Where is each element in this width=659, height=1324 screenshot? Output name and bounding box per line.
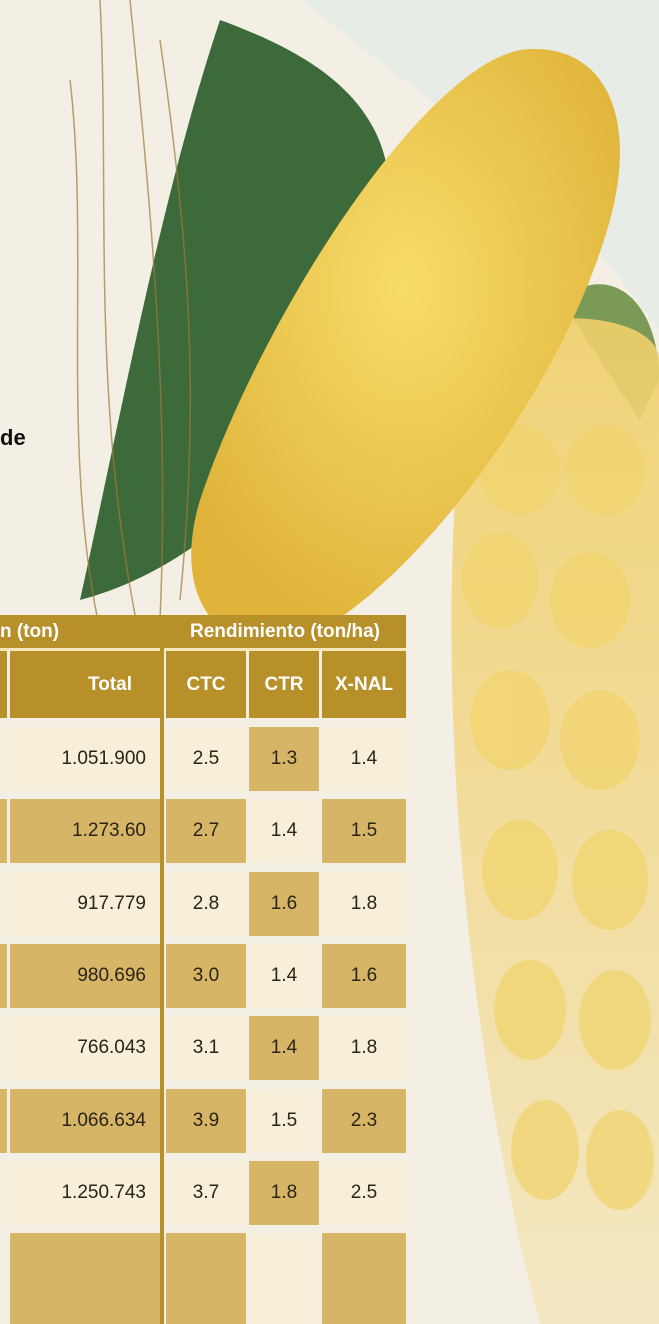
group-header: n (ton)	[0, 615, 160, 651]
table-cell: 1.6	[249, 872, 319, 936]
table-cell: 1.6	[322, 944, 406, 1008]
table-cell: 1.8	[322, 872, 406, 936]
empty-cell	[249, 1233, 319, 1324]
table-cell: 1.8	[249, 1161, 319, 1225]
text-fragment: de	[0, 425, 26, 451]
table-cell: 1.273.60	[10, 799, 160, 863]
table-cell: 1.4	[322, 727, 406, 791]
empty-cell	[10, 1233, 160, 1324]
table-cell: 1.8	[322, 1016, 406, 1080]
empty-cell	[0, 799, 7, 863]
table-cell: 1.051.900	[10, 727, 160, 791]
table-cell: 2.7	[166, 799, 246, 863]
empty-cell	[322, 1233, 406, 1324]
table-cell: 1.5	[249, 1089, 319, 1153]
table-cell: 3.1	[166, 1016, 246, 1080]
column-header: CTR	[249, 651, 319, 718]
table-cell: 2.5	[166, 727, 246, 791]
table-cell: 1.3	[249, 727, 319, 791]
table-cell: 1.5	[322, 799, 406, 863]
empty-cell	[0, 872, 7, 936]
table-cell: 917.779	[10, 872, 160, 936]
table-cell: 2.3	[322, 1089, 406, 1153]
table-cell: 1.066.634	[10, 1089, 160, 1153]
table-cell: 2.5	[322, 1161, 406, 1225]
empty-cell	[0, 1089, 7, 1153]
table-cell: 766.043	[10, 1016, 160, 1080]
column-header: X-NAL	[322, 651, 406, 718]
empty-cell	[0, 727, 7, 791]
column-separator	[160, 615, 164, 1324]
page: de n (ton) Rendimiento (ton/ha) TotalCTC…	[0, 0, 659, 1324]
group-header: Rendimiento (ton/ha)	[164, 615, 406, 651]
empty-cell	[0, 1016, 7, 1080]
empty-cell	[0, 944, 7, 1008]
table-cell: 2.8	[166, 872, 246, 936]
table-cell: 1.250.743	[10, 1161, 160, 1225]
table-cell: 1.4	[249, 799, 319, 863]
table-cell: 980.696	[10, 944, 160, 1008]
empty-cell	[0, 1161, 7, 1225]
table-cell: 1.4	[249, 1016, 319, 1080]
table-cell: 1.4	[249, 944, 319, 1008]
column-header: CTC	[166, 651, 246, 718]
table-cell: 3.7	[166, 1161, 246, 1225]
empty-cell	[0, 651, 7, 718]
table-cell: 3.0	[166, 944, 246, 1008]
table-cell: 3.9	[166, 1089, 246, 1153]
empty-cell	[166, 1233, 246, 1324]
column-header: Total	[10, 651, 160, 718]
